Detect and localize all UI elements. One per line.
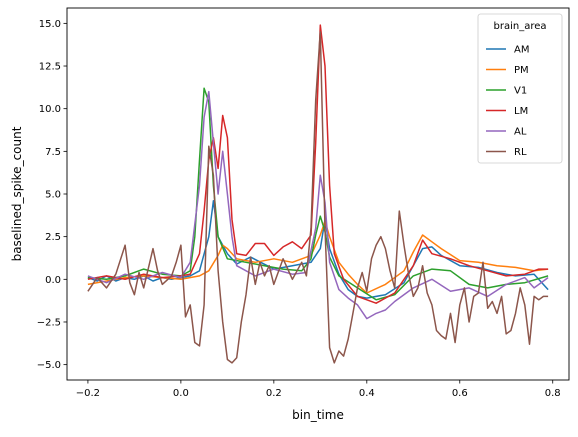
y-tick-label: 7.5: [45, 147, 61, 158]
legend-label-v1: V1: [514, 86, 527, 97]
y-tick-label: 2.5: [45, 232, 61, 243]
legend-box: [477, 13, 563, 164]
legend-label-lm: LM: [514, 106, 528, 117]
x-tick-label: 0.4: [359, 388, 375, 399]
legend-label-al: AL: [514, 127, 527, 138]
y-tick-label: 0.0: [45, 275, 61, 286]
x-tick-label: 0.0: [173, 388, 189, 399]
series-line-pm: [87, 220, 549, 294]
series-lines: [87, 24, 549, 364]
y-tick-label: 5.0: [45, 190, 61, 201]
series-line-am: [87, 200, 549, 299]
y-tick-label: 12.5: [39, 62, 61, 73]
x-axis-label: bin_time: [292, 408, 344, 422]
y-tick-label: −2.5: [37, 317, 61, 328]
y-tick-label: 15.0: [39, 19, 61, 30]
y-axis-label: baselined_spike_count: [10, 126, 24, 261]
y-tick-label: 10.0: [39, 104, 61, 115]
legend: brain_area AM PM V1 LM AL RL: [477, 13, 563, 164]
series-line-lm: [87, 24, 549, 304]
y-tick-label: −5.0: [37, 360, 61, 371]
series-line-v1: [87, 87, 549, 301]
series-line-rl: [87, 31, 549, 364]
x-tick-label: 0.8: [545, 388, 561, 399]
y-axis-ticks: −5.0 −2.5 0.0 2.5 5.0 7.5 10.0 12.5 15.0: [37, 19, 67, 371]
legend-label-rl: RL: [514, 147, 527, 158]
legend-label-am: AM: [514, 45, 529, 56]
x-tick-label: −0.2: [76, 388, 100, 399]
x-tick-label: 0.6: [452, 388, 468, 399]
series-line-al: [87, 90, 549, 320]
legend-title: brain_area: [493, 21, 546, 32]
x-tick-label: 0.2: [266, 388, 282, 399]
x-axis-ticks: −0.2 0.0 0.2 0.4 0.6 0.8: [76, 380, 561, 399]
legend-label-pm: PM: [514, 65, 529, 76]
